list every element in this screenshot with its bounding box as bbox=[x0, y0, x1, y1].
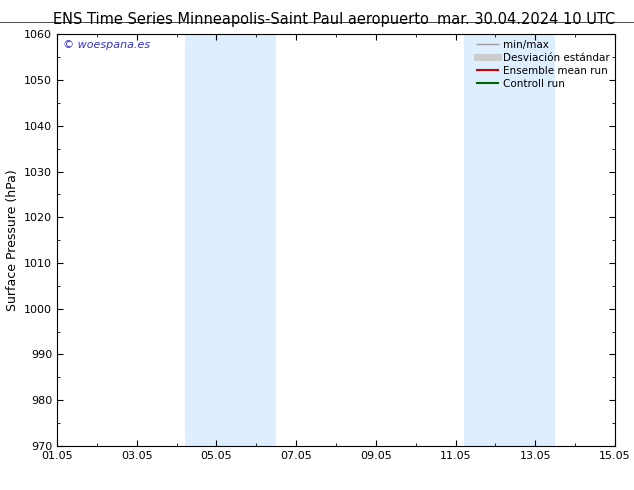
Text: ENS Time Series Minneapolis-Saint Paul aeropuerto: ENS Time Series Minneapolis-Saint Paul a… bbox=[53, 12, 429, 27]
Legend: min/max, Desviación estándar, Ensemble mean run, Controll run: min/max, Desviación estándar, Ensemble m… bbox=[477, 40, 610, 89]
Bar bbox=[184, 34, 276, 446]
Text: © woespana.es: © woespana.es bbox=[63, 41, 150, 50]
Y-axis label: Surface Pressure (hPa): Surface Pressure (hPa) bbox=[6, 169, 18, 311]
Text: mar. 30.04.2024 10 UTC: mar. 30.04.2024 10 UTC bbox=[437, 12, 615, 27]
Bar bbox=[463, 34, 555, 446]
